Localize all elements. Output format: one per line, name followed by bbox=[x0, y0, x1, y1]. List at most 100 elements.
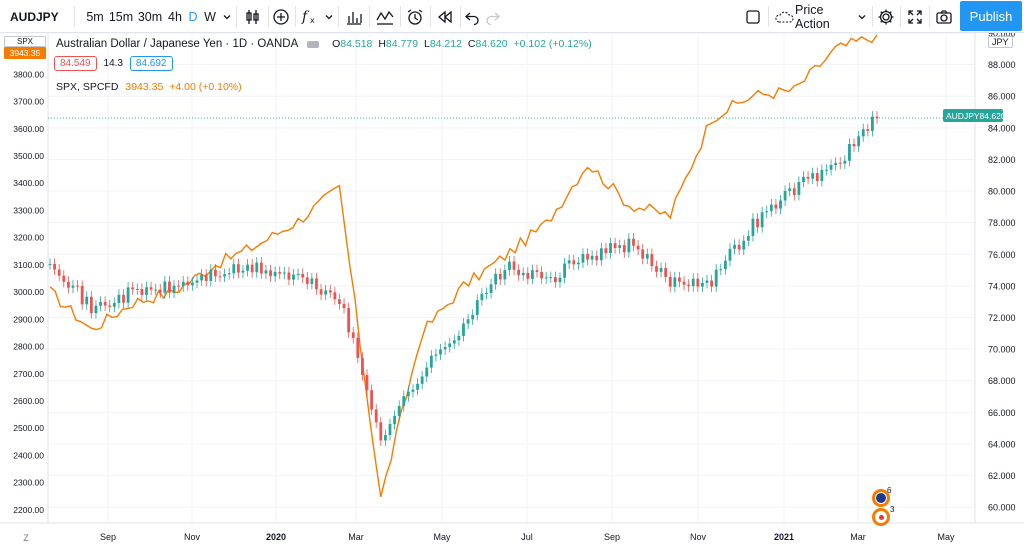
candle-body bbox=[347, 308, 351, 333]
economic-events-flag-icon[interactable] bbox=[872, 489, 890, 507]
buy-button[interactable]: 84.692 bbox=[129, 56, 173, 71]
symbol-search-button[interactable]: AUDJPY bbox=[10, 9, 59, 24]
candle-body bbox=[462, 323, 465, 336]
left-axis-tick-label: 3800.00 bbox=[13, 69, 44, 79]
left-axis-tick-label: 2600.00 bbox=[13, 396, 44, 406]
candle-body bbox=[714, 269, 718, 287]
interval-dropdown-chevron-icon[interactable] bbox=[220, 0, 234, 33]
time-axis-label: Mar bbox=[850, 532, 866, 542]
left-axis-tick-label: 2900.00 bbox=[13, 314, 44, 324]
interval-15m-button[interactable]: 15m bbox=[108, 9, 134, 24]
toolbar-divider bbox=[74, 6, 75, 27]
candle-body bbox=[599, 248, 603, 261]
replay-rewind-icon[interactable] bbox=[432, 0, 458, 33]
candle-body bbox=[209, 269, 213, 281]
indicators-chevron-icon[interactable] bbox=[322, 0, 336, 33]
timezone-z-button[interactable]: Z bbox=[23, 533, 29, 543]
time-axis-label: Jul bbox=[521, 532, 533, 542]
interval-d-button[interactable]: D bbox=[188, 9, 198, 24]
interval-4h-button[interactable]: 4h bbox=[168, 9, 182, 24]
compare-add-icon[interactable] bbox=[270, 0, 292, 33]
left-axis-tick-label: 2800.00 bbox=[13, 342, 44, 352]
ohlc-open: 84.518 bbox=[340, 38, 373, 50]
candle-body bbox=[117, 294, 121, 303]
japan-event-flag-icon[interactable] bbox=[872, 508, 890, 526]
candle-body bbox=[567, 260, 571, 264]
candle-body bbox=[319, 289, 323, 295]
candle-body bbox=[296, 274, 300, 276]
candle-body bbox=[278, 271, 282, 274]
candle-body bbox=[232, 264, 236, 274]
template-chevron-icon[interactable] bbox=[855, 0, 869, 33]
candle-body bbox=[195, 280, 199, 283]
candle-body bbox=[517, 269, 521, 276]
candle-body bbox=[365, 374, 369, 391]
templates-waves-icon[interactable] bbox=[372, 0, 398, 33]
time-axis-label: Nov bbox=[690, 532, 707, 542]
candles-chart-type-icon[interactable] bbox=[240, 0, 266, 33]
candle-body bbox=[223, 274, 226, 277]
candle-body bbox=[811, 173, 815, 179]
interval-w-button[interactable]: W bbox=[204, 9, 216, 24]
candle-body bbox=[259, 262, 263, 274]
right-axis-tick-label: 60.000 bbox=[988, 503, 1016, 513]
chart-canvas[interactable]: 90.000 88.000 86.000 84.000 82.000 80.000 78.0… bbox=[0, 33, 1024, 553]
candle-body bbox=[429, 355, 433, 368]
main-series-title[interactable]: Australian Dollar / Japanese Yen · 1D · … bbox=[56, 38, 299, 50]
candle-body bbox=[269, 270, 272, 277]
candle-body bbox=[797, 181, 801, 195]
series-visibility-icon[interactable] bbox=[307, 40, 320, 48]
candle-body bbox=[576, 262, 580, 265]
layout-square-icon[interactable] bbox=[742, 0, 764, 33]
right-axis-tick-label: 86.000 bbox=[988, 92, 1016, 102]
candle-body bbox=[282, 272, 286, 274]
svg-text:x: x bbox=[310, 16, 315, 25]
candle-body bbox=[411, 389, 415, 392]
candle-body bbox=[655, 266, 658, 272]
candle-body bbox=[301, 274, 305, 278]
candle-body bbox=[572, 260, 576, 265]
publish-button[interactable]: Publish bbox=[960, 1, 1022, 31]
candle-body bbox=[820, 169, 824, 181]
redo-arrow-icon[interactable] bbox=[483, 0, 503, 33]
right-axis-tick-label: 64.000 bbox=[988, 439, 1016, 449]
candle-body bbox=[328, 290, 332, 293]
candle-body bbox=[852, 144, 856, 147]
undo-arrow-icon[interactable] bbox=[462, 0, 482, 33]
financials-bar-chart-icon[interactable] bbox=[341, 0, 367, 33]
candle-body bbox=[531, 270, 534, 279]
candle-body bbox=[673, 277, 677, 287]
ohlc-o-label: O bbox=[332, 38, 341, 50]
other-events-count: 3 bbox=[890, 505, 895, 514]
compare-series-legend: SPX, SPCFD 3943.35 +4.00 (+0.10%) bbox=[56, 81, 242, 93]
candle-body bbox=[494, 273, 498, 285]
candle-body bbox=[549, 277, 553, 279]
candle-body bbox=[241, 270, 245, 273]
candle-body bbox=[191, 282, 194, 286]
interval-30m-button[interactable]: 30m bbox=[137, 9, 163, 24]
candle-body bbox=[595, 255, 599, 261]
candle-body bbox=[443, 347, 447, 350]
candle-body bbox=[838, 162, 842, 164]
screenshot-camera-icon[interactable] bbox=[932, 0, 956, 33]
candle-body bbox=[108, 305, 112, 307]
candle-body bbox=[857, 136, 861, 147]
time-axis-label: Sep bbox=[100, 532, 116, 542]
cloud-icon[interactable] bbox=[772, 0, 796, 33]
candle-body bbox=[338, 299, 341, 304]
fullscreen-icon[interactable] bbox=[903, 0, 927, 33]
candle-body bbox=[687, 284, 691, 287]
settings-gear-icon[interactable] bbox=[875, 0, 897, 33]
candle-body bbox=[448, 343, 452, 348]
compare-symbol[interactable]: SPX, SPCFD bbox=[56, 81, 119, 93]
interval-5m-button[interactable]: 5m bbox=[86, 9, 104, 24]
chart-template-name[interactable]: Price Action bbox=[795, 2, 830, 31]
candle-body bbox=[471, 314, 475, 320]
candle-body bbox=[645, 254, 649, 259]
currency-unit-badge[interactable]: JPY bbox=[988, 36, 1013, 48]
toolbar-divider bbox=[236, 6, 237, 27]
sell-button[interactable]: 84.549 bbox=[54, 56, 97, 71]
candle-body bbox=[57, 269, 61, 276]
alert-clock-icon[interactable] bbox=[402, 0, 428, 33]
